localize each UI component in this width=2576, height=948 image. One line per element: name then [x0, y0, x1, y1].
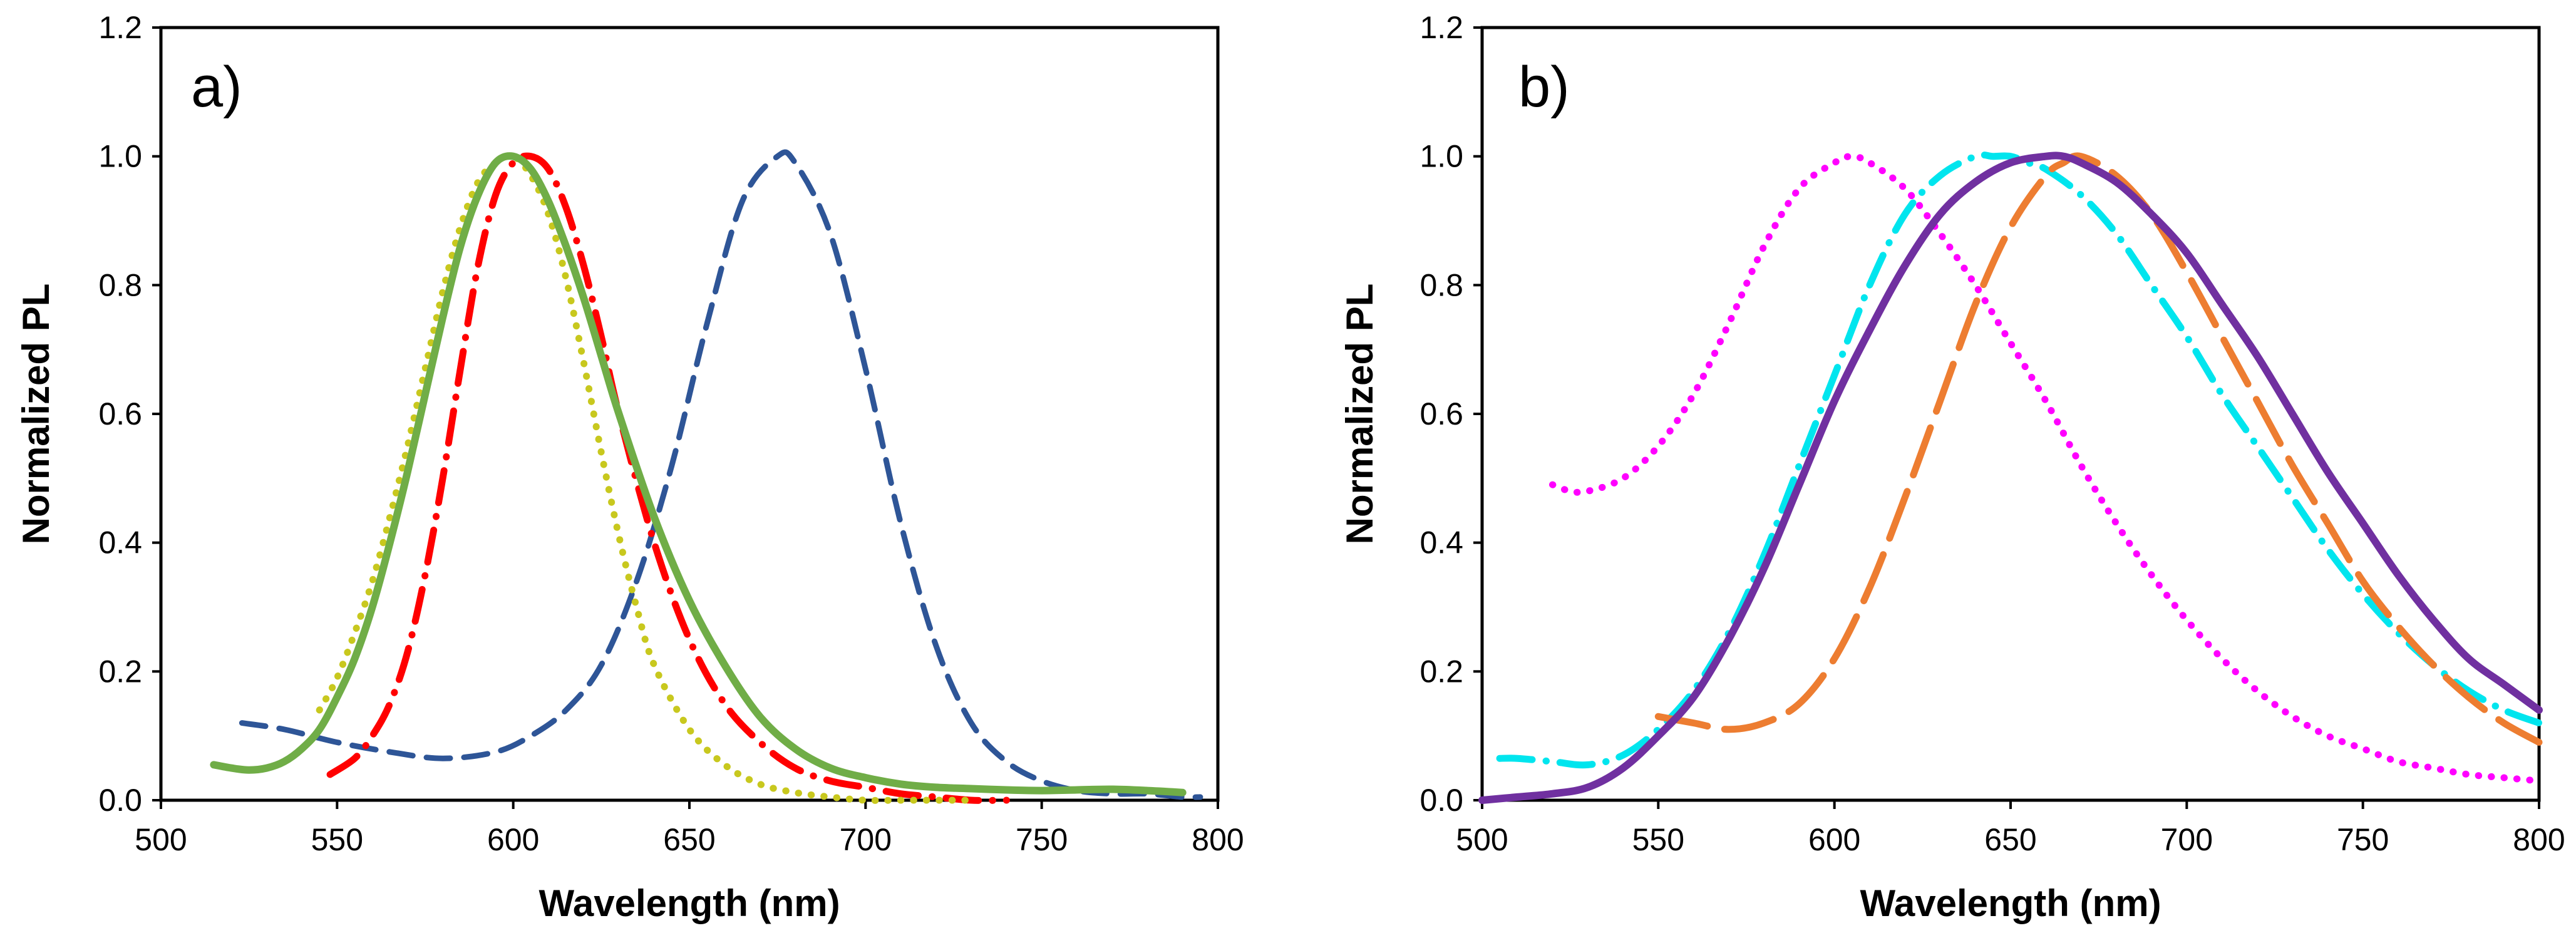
panel-b-y-tick-label: 1.2 [1419, 10, 1463, 45]
panel-b-series [1478, 151, 2543, 804]
panel-b-label: b) [1518, 55, 1570, 119]
panel-a-y-tick-label: 1.2 [98, 10, 142, 45]
panel-b-series-cyan-dash-dot [1496, 151, 2543, 769]
panel-b-ticks: 500 550 600 650 700 750 800 0.0 0.2 0.4 0.6 0.8 1.0 1… [1419, 10, 2565, 857]
panel-b-y-tick-label: 1.0 [1419, 139, 1463, 174]
panel-b-plot-area [1480, 26, 2541, 802]
panel-b-series-magenta-dotted [1549, 153, 2543, 785]
panel-a-label: a) [191, 55, 242, 119]
panel-a-x-tick-label: 750 [1016, 822, 1068, 857]
panel-a-x-axis-label: Wavelength (nm) [538, 882, 840, 924]
panel-b-y-tick-label: 0.0 [1419, 783, 1463, 818]
panel-b-x-tick-label: 500 [1456, 822, 1508, 857]
panel-a-x-tick-label: 800 [1192, 822, 1244, 857]
panel-b-y-tick-label: 0.2 [1419, 654, 1463, 689]
panel-a-series-green-solid [210, 152, 1187, 796]
panel-b-y-tick-label: 0.6 [1419, 396, 1463, 431]
panel-b-series-purple-solid [1478, 152, 2543, 804]
panel-a-x-tick-label: 500 [135, 822, 187, 857]
panel-a-y-tick-label: 1.0 [98, 139, 142, 174]
panel-a-y-tick-label: 0.2 [98, 654, 142, 689]
panel-b-series-orange-long-dash [1654, 152, 2543, 746]
panel-b-x-tick-label: 800 [2513, 822, 2565, 857]
panel-a-x-tick-label: 600 [487, 822, 539, 857]
panel-a: 500 550 600 650 700 750 800 0.0 0.2 0.4 0.6 0.8 1.0 1… [15, 10, 1244, 924]
panel-b-x-tick-label: 700 [2161, 822, 2213, 857]
panel-b-y-tick-label: 0.8 [1419, 267, 1463, 302]
panel-a-series [210, 149, 1203, 804]
panel-a-series-blue-dashed [239, 149, 1203, 800]
panel-b: 500 550 600 650 700 750 800 0.0 0.2 0.4 0.6 0.8 1.0 1… [1339, 10, 2565, 924]
panel-a-x-tick-label: 700 [840, 822, 892, 857]
panel-a-y-axis-label: Normalized PL [15, 284, 57, 545]
panel-b-x-tick-label: 600 [1808, 822, 1860, 857]
panel-b-x-tick-label: 650 [1984, 822, 2036, 857]
panel-b-y-axis-label: Normalized PL [1339, 284, 1381, 545]
panel-b-x-tick-label: 750 [2337, 822, 2389, 857]
panel-a-ticks: 500 550 600 650 700 750 800 0.0 0.2 0.4 0.6 0.8 1.0 1… [98, 10, 1244, 857]
panel-b-x-axis-label: Wavelength (nm) [1860, 882, 2161, 924]
panel-a-plot-area [159, 26, 1220, 802]
panel-a-series-yellow-dotted [316, 152, 975, 804]
panel-b-x-tick-label: 550 [1632, 822, 1684, 857]
panel-a-y-tick-label: 0.6 [98, 396, 142, 431]
panel-a-y-tick-label: 0.0 [98, 783, 142, 818]
panel-a-y-tick-label: 0.8 [98, 267, 142, 302]
panel-a-x-tick-label: 650 [663, 822, 715, 857]
panel-a-series-red-dash-dot [326, 152, 1010, 804]
panel-a-x-tick-label: 550 [311, 822, 363, 857]
panel-a-y-tick-label: 0.4 [98, 525, 142, 560]
panel-b-y-tick-label: 0.4 [1419, 525, 1463, 560]
